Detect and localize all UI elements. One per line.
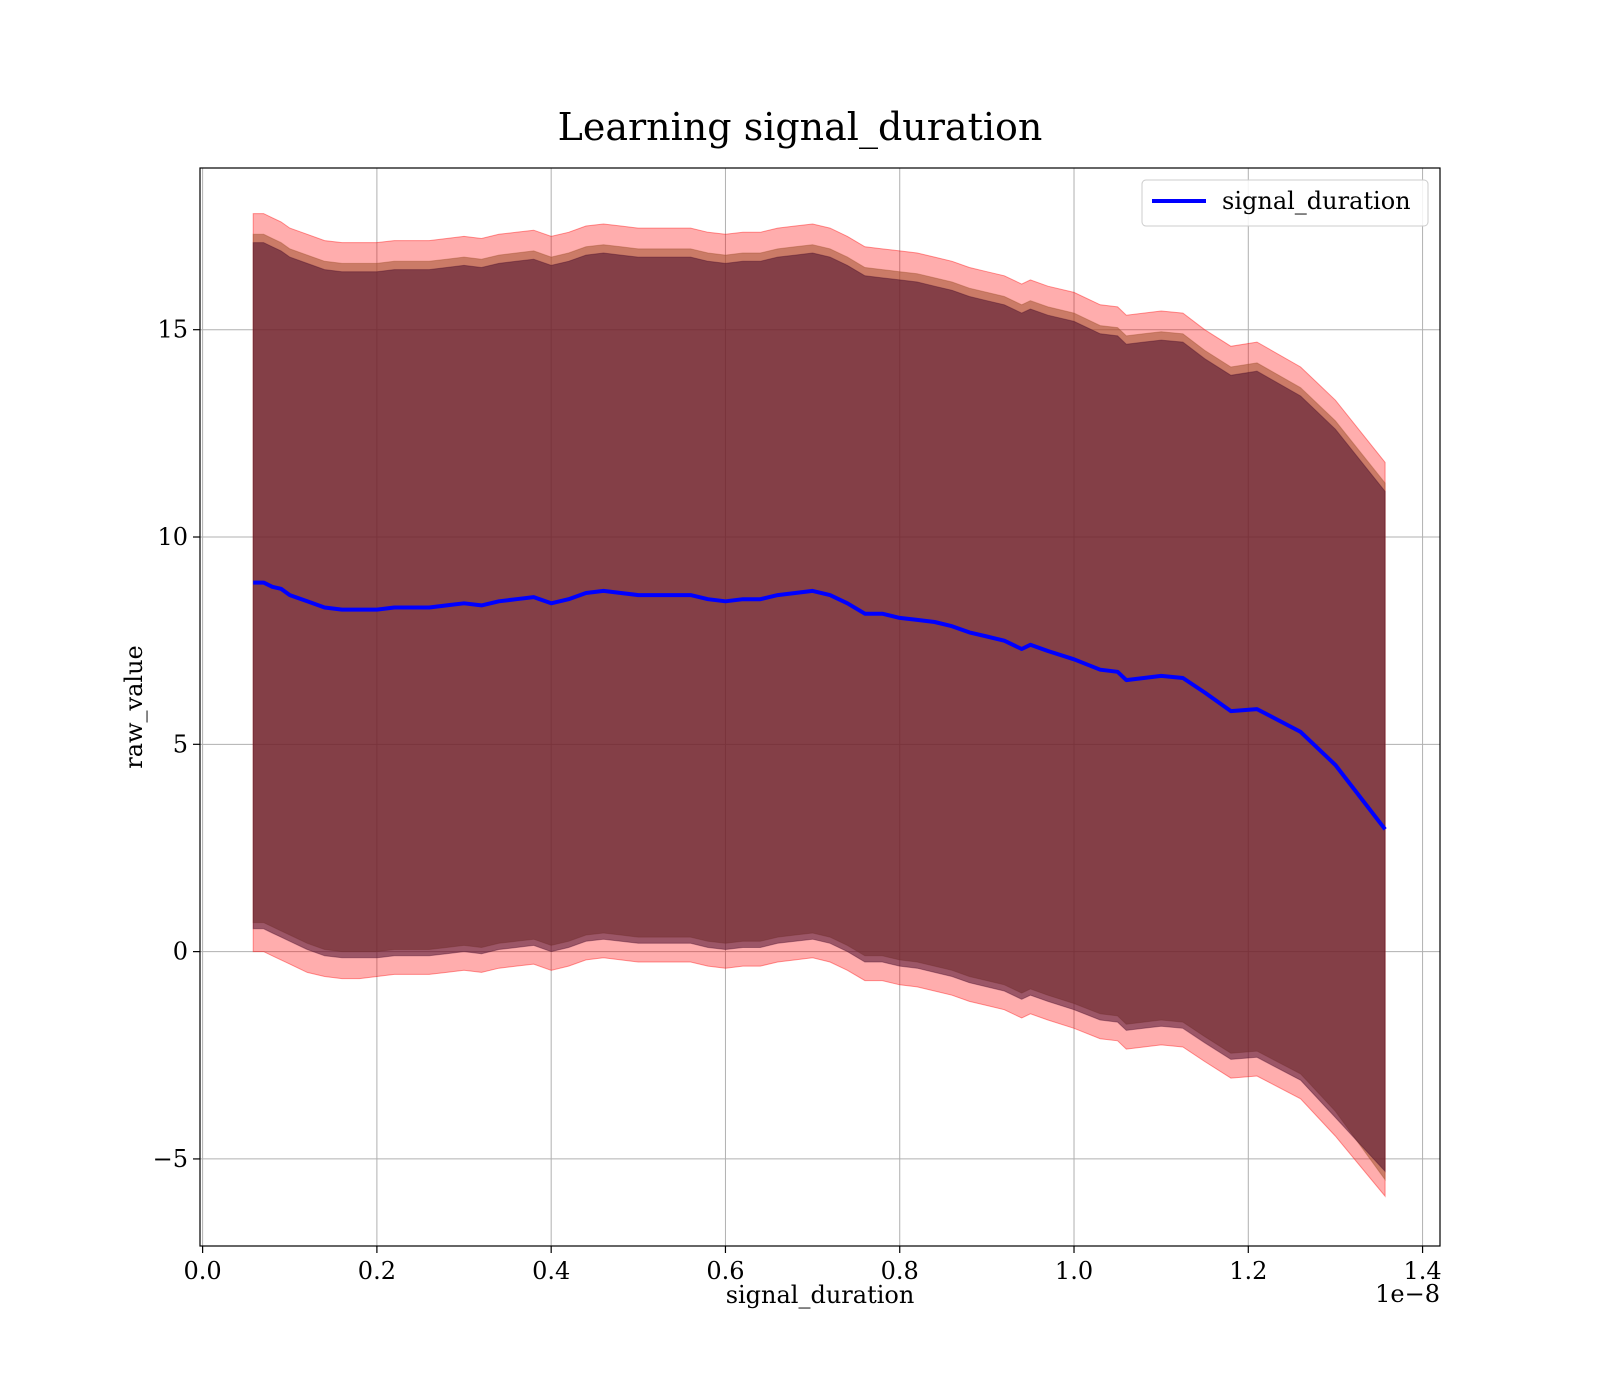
y-tick-label-2: 5 <box>173 730 188 758</box>
y-axis-label: raw_value <box>120 645 148 769</box>
series-line-0 <box>253 580 1387 831</box>
x-tick-label-5: 1.0 <box>1055 1257 1093 1285</box>
legend-box <box>1141 179 1429 227</box>
x-tick-label-6: 1.2 <box>1229 1257 1267 1285</box>
x-tick-label-3: 0.6 <box>706 1257 744 1285</box>
y-tick-label-1: 0 <box>173 938 188 966</box>
series-lines <box>253 580 1387 831</box>
x-tick-label-2: 0.4 <box>532 1257 570 1285</box>
legend: signal_duration <box>1141 179 1429 227</box>
confidence-bands <box>252 213 1386 1198</box>
x-axis-offset-text: 1e−8 <box>1375 1280 1440 1308</box>
x-tick-label-7: 1.4 <box>1403 1257 1441 1285</box>
y-tick-label-0: −5 <box>153 1145 188 1173</box>
plot-frame <box>199 167 1441 1247</box>
chart-title: Learning signal_duration <box>558 105 1043 150</box>
x-tick-label-0: 0.0 <box>184 1257 222 1285</box>
y-tick-label-4: 15 <box>157 316 188 344</box>
legend-entry-label: signal_duration <box>1222 187 1411 215</box>
x-tick-label-4: 0.8 <box>881 1257 919 1285</box>
y-axis-ticks: −5 0 5 10 15 <box>153 316 200 1173</box>
x-axis-ticks: 0.0 0.2 0.4 0.6 0.8 1.0 1.2 1.4 <box>184 1246 1442 1285</box>
y-tick-label-3: 10 <box>157 523 188 551</box>
x-axis-label: signal_duration <box>726 1281 915 1309</box>
x-tick-label-1: 0.2 <box>358 1257 396 1285</box>
band-inner <box>252 242 1386 1173</box>
